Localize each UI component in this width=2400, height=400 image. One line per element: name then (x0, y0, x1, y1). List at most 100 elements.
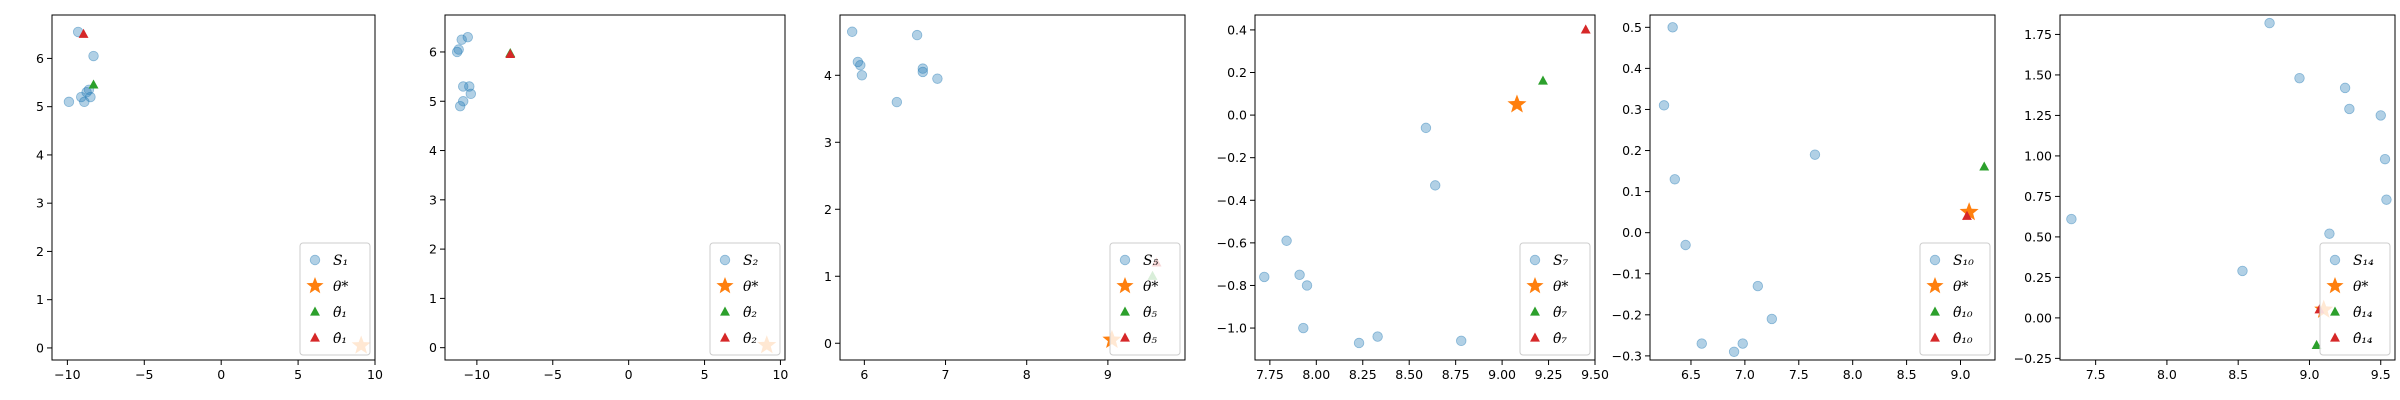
sample-point (2344, 103, 2355, 115)
sample-point (63, 96, 75, 108)
sample-point (2324, 228, 2335, 239)
x-tick-label: 0 (217, 367, 225, 382)
y-tick-label: 4 (824, 68, 832, 83)
sample-point (855, 60, 866, 71)
legend-marker (1530, 332, 1540, 342)
legend-marker (1926, 277, 1944, 294)
sample-point (453, 44, 464, 55)
legend-marker (1120, 332, 1130, 342)
subplot-4: 7.75 8.00 8.25 8.50 8.75 9.00 9.25 9.50 −1.0 −0.8… (1217, 14, 1609, 382)
sample-point (2237, 265, 2248, 277)
sample-point (1430, 180, 1441, 191)
y-tick-label: 5 (429, 94, 437, 109)
y-tick-label: 1.75 (2024, 27, 2052, 42)
y-tick-label: 0.2 (1622, 143, 1642, 158)
sample-point (1301, 280, 1313, 291)
x-tick-label: 10 (772, 367, 788, 382)
sample-point (1667, 22, 1678, 33)
x-tick-label: 7.75 (1256, 367, 1284, 382)
sample-point (891, 96, 903, 108)
sample-point (81, 87, 92, 98)
y-tick-label: −0.2 (1612, 307, 1642, 322)
theta-hat-point (1580, 24, 1591, 34)
sample-point (1658, 100, 1670, 111)
x-tick-label: 10 (367, 367, 383, 382)
sample-point (1420, 122, 1432, 134)
theta-tilde-point (88, 79, 99, 89)
x-tick-label: 8.50 (1395, 367, 1423, 382)
y-tick-label: 0.0 (1622, 225, 1642, 240)
legend-label: θ̂₁ (333, 331, 347, 347)
sample-point (2339, 82, 2351, 94)
sample-point (1766, 313, 1778, 325)
y-tick-label: 2 (36, 244, 44, 259)
legend-marker (1529, 254, 1541, 266)
sample-point (1372, 331, 1383, 342)
x-tick-label: 9.5 (2371, 367, 2391, 382)
subplot-6: 7.5 8.0 8.5 9.0 9.5 −0.25 0.00 0.25 0.50 0.75 1.00… (2014, 14, 2396, 382)
axes-frame (51, 14, 376, 361)
x-tick-label: −10 (464, 367, 490, 382)
sample-point (465, 88, 477, 100)
x-tick-label: 8.00 (1302, 367, 1330, 382)
axes-frame (1649, 14, 1996, 361)
x-tick-label: −5 (135, 367, 153, 382)
legend-marker (720, 306, 730, 316)
y-tick-label: 1.00 (2024, 148, 2052, 163)
legend: S₂ θ* θ̃₂ θ̂₂ (709, 242, 781, 356)
legend-label: S₁ (333, 253, 348, 269)
y-tick-label: −0.8 (1217, 278, 1247, 293)
sample-point (458, 96, 469, 107)
y-tick-label: 0.3 (1622, 102, 1642, 117)
sample-point (462, 31, 473, 43)
legend-label: S₁₀ (1953, 253, 1974, 269)
y-tick-label: 0.1 (1622, 184, 1642, 199)
y-tick-label: 3 (36, 196, 44, 211)
subplot-1: −10 −5 0 5 10 0 1 2 3 4 5 6 S₁ θ* θ̃₁ θ̂₁ (36, 14, 383, 382)
theta-tilde-point (1538, 75, 1548, 85)
sample-point (76, 91, 87, 103)
x-tick-label: 8.5 (1897, 367, 1917, 382)
y-tick-label: −0.6 (1217, 235, 1247, 250)
y-tick-label: 0.5 (1622, 20, 1642, 35)
x-tick-label: 8.75 (1442, 367, 1470, 382)
legend-label: S₁₄ (2353, 253, 2374, 269)
legend-label: θ̂₁₀ (1953, 331, 1973, 347)
legend-marker (2330, 332, 2340, 342)
sample-point (1294, 269, 1305, 281)
legend-label: θ* (743, 279, 758, 295)
legend-label: θ̃₁₀ (1953, 305, 1973, 321)
y-tick-label: −1.0 (1217, 321, 1247, 336)
legend-label: θ* (2353, 279, 2368, 295)
legend-marker (1119, 254, 1131, 266)
theta-star-point (1959, 202, 1979, 221)
y-tick-label: 1 (824, 269, 832, 284)
theta-tilde-point (2311, 339, 2322, 349)
y-tick-label: 0.2 (1227, 65, 1247, 80)
sample-point (2066, 213, 2077, 225)
y-tick-label: 2 (824, 202, 832, 217)
legend-marker (2330, 306, 2340, 316)
legend-marker (1530, 306, 1540, 316)
y-tick-label: 6 (429, 44, 437, 59)
y-tick-label: −0.3 (1612, 348, 1642, 363)
x-tick-label: 9.50 (1581, 367, 1609, 382)
sample-point (1728, 346, 1740, 357)
y-tick-label: 3 (824, 135, 832, 150)
x-tick-label: 8.5 (2228, 367, 2248, 382)
legend-marker (1526, 277, 1544, 294)
y-tick-label: 0.50 (2024, 229, 2052, 244)
x-tick-label: 6.5 (1681, 367, 1701, 382)
x-tick-label: 9.00 (1488, 367, 1516, 382)
legend-marker (309, 254, 321, 266)
sample-point (1456, 335, 1467, 347)
x-tick-label: 9.0 (1951, 367, 1971, 382)
legend-marker (719, 254, 731, 266)
legend-label: θ̂₇ (1553, 331, 1567, 347)
sample-point (456, 34, 467, 45)
sample-point (1281, 235, 1292, 246)
sample-point (88, 50, 99, 62)
x-tick-label: 7 (942, 367, 950, 382)
sample-point (932, 73, 943, 84)
